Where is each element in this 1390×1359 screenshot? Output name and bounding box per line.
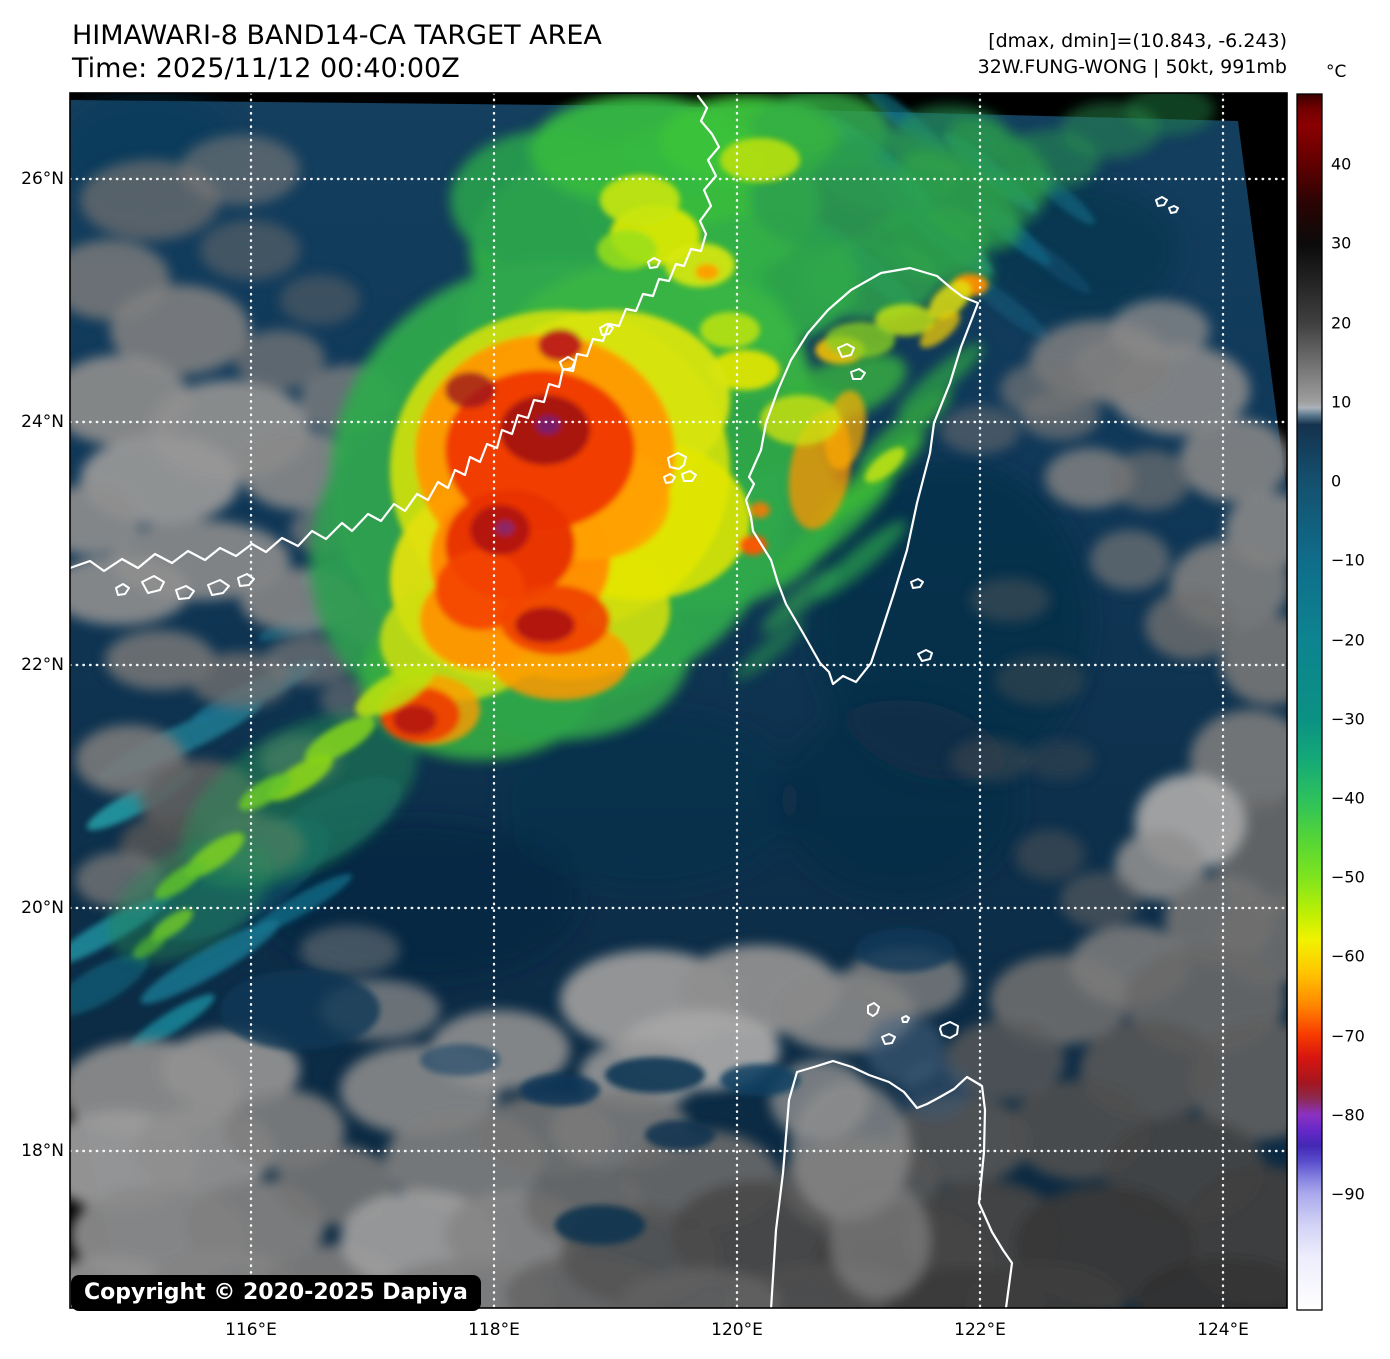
satellite-swath (70, 93, 1287, 1308)
colorbar-tick-label: 0 (1331, 471, 1342, 491)
sea-hole-layer (220, 928, 955, 1245)
gridlines (70, 93, 1287, 1308)
luzon-coastline (769, 1059, 1014, 1308)
colorbar (1296, 93, 1323, 1311)
lon-axis-label: 124°E (1197, 1320, 1249, 1340)
time-label: Time: 2025/11/12 00:40:00Z (72, 53, 460, 84)
sea-shading-layer (70, 93, 1180, 980)
lat-axis-label: 26°N (21, 169, 64, 189)
storm-label: 32W.FUNG-WONG | 50kt, 991mb (977, 56, 1287, 78)
lon-axis-label: 118°E (468, 1320, 520, 1340)
plot-border (69, 92, 1288, 1309)
small-islands (115, 196, 1179, 1045)
colorbar-tick-label: −60 (1331, 946, 1365, 966)
lat-axis-label: 18°N (21, 1141, 64, 1161)
colorbar-tick-label: 40 (1331, 154, 1352, 174)
colorbar-tick-label: −70 (1331, 1026, 1365, 1046)
lat-axis-label: 22°N (21, 655, 64, 675)
lon-axis-label: 116°E (225, 1320, 277, 1340)
map-plot (69, 92, 1288, 1309)
colorbar-tick-label: −90 (1331, 1184, 1365, 1204)
colorbar-tick-label: −30 (1331, 709, 1365, 729)
lon-axis-label: 120°E (711, 1320, 763, 1340)
lat-axis-label: 20°N (21, 898, 64, 918)
hot-core-layer (132, 138, 988, 959)
colorbar-tick-label: −40 (1331, 788, 1365, 808)
range-label: [dmax, dmin]=(10.843, -6.243) (988, 30, 1287, 52)
china-coastline (70, 94, 721, 573)
copyright-badge: Copyright © 2020-2025 Dapiya (71, 1275, 481, 1311)
colorbar-unit-label: °C (1326, 62, 1347, 82)
page-title: HIMAWARI-8 BAND14-CA TARGET AREA (72, 20, 602, 51)
taiwan-coastline (744, 266, 980, 686)
colorbar-tick-label: −10 (1331, 550, 1365, 570)
colorbar-tick-label: 10 (1331, 392, 1352, 412)
coastlines (70, 94, 1179, 1308)
colorbar-tick-label: 30 (1331, 233, 1352, 253)
colorbar-tick-label: −80 (1331, 1105, 1365, 1125)
lat-axis-label: 24°N (21, 412, 64, 432)
colorbar-tick-label: 20 (1331, 313, 1352, 333)
colorbar-tick-label: −20 (1331, 630, 1365, 650)
colorbar-gradient (1296, 93, 1323, 1311)
lon-axis-label: 122°E (954, 1320, 1006, 1340)
colorbar-tick-label: −50 (1331, 867, 1365, 887)
